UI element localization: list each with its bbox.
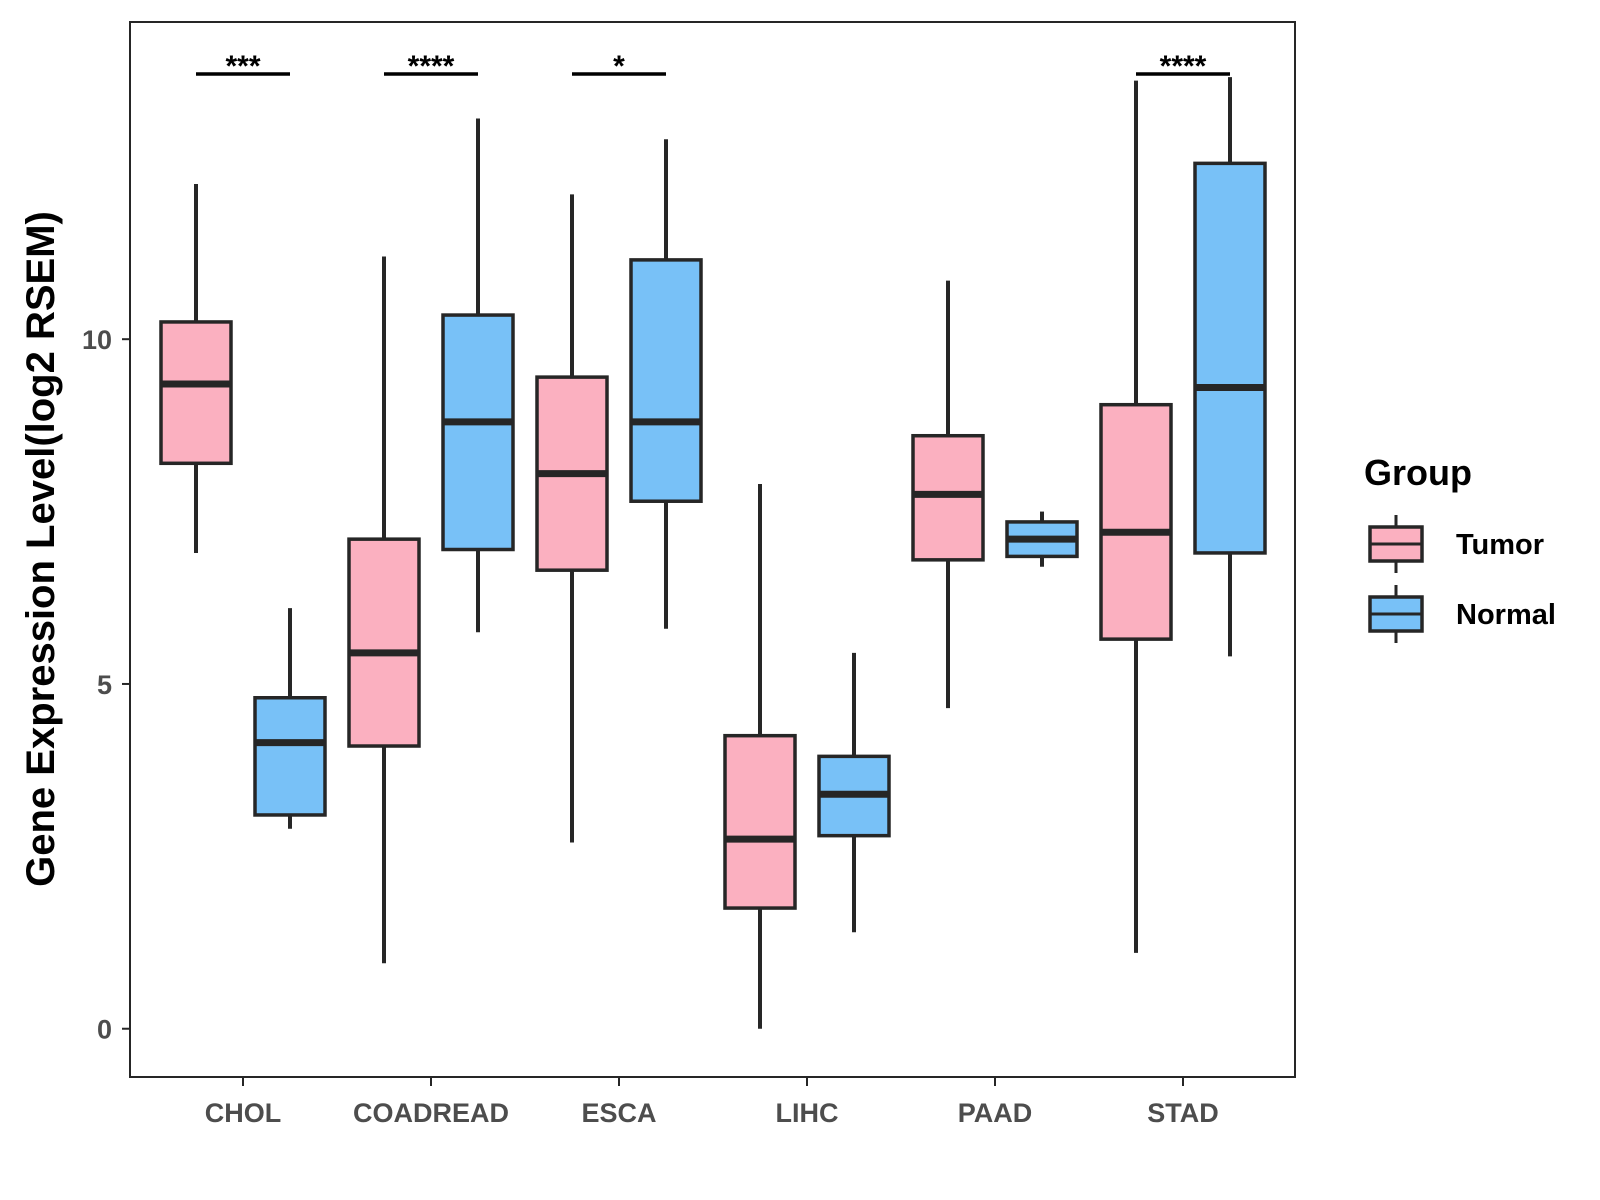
legend-label-normal: Normal <box>1456 599 1556 631</box>
y-tick-label-0: 0 <box>97 1015 112 1045</box>
x-tick-label-paad: PAAD <box>958 1098 1033 1128</box>
y-axis-title: Gene Expression Level(log2 RSEM) <box>19 211 63 887</box>
box-body-stad-normal <box>1193 161 1267 555</box>
x-tick-label-chol: CHOL <box>205 1098 282 1128</box>
y-tick-label-10: 10 <box>82 325 112 355</box>
box-stad-normal <box>1193 77 1267 657</box>
legend-entry-normal: Normal <box>1368 585 1556 643</box>
y-axis: 0 5 10 <box>82 325 130 1045</box>
legend-entries: Tumor Normal <box>1368 515 1556 643</box>
y-tick-label-5: 5 <box>97 670 112 700</box>
significance-label-chol: *** <box>225 50 260 83</box>
significance-layer: *** **** * **** <box>196 50 1230 83</box>
significance-label-coadread: **** <box>408 50 455 83</box>
box-body-esca-normal <box>629 258 703 503</box>
boxes-layer <box>159 77 1267 1029</box>
legend: Group Tumor Normal <box>1364 452 1556 643</box>
legend-title: Group <box>1364 452 1472 493</box>
box-stad-tumor <box>1099 80 1173 953</box>
x-tick-label-lihc: LIHC <box>776 1098 839 1128</box>
box-body-lihc-tumor <box>723 733 797 910</box>
box-coadread-tumor <box>347 256 421 964</box>
legend-entry-tumor: Tumor <box>1368 515 1544 573</box>
box-lihc-normal <box>817 652 891 933</box>
x-tick-label-coadread: COADREAD <box>353 1098 509 1128</box>
box-body-chol-normal <box>253 696 327 817</box>
box-body-coadread-normal <box>441 313 515 552</box>
x-tick-label-stad: STAD <box>1147 1098 1219 1128</box>
box-body-chol-tumor <box>159 320 233 466</box>
box-body-coadread-tumor <box>347 537 421 748</box>
box-paad-tumor <box>911 280 985 709</box>
box-chol-normal <box>253 608 327 829</box>
box-chol-tumor <box>159 184 233 553</box>
box-paad-normal <box>1005 511 1079 567</box>
box-esca-normal <box>629 139 703 629</box>
x-axis: CHOL COADREAD ESCA LIHC PAAD STAD <box>205 1077 1219 1128</box>
box-coadread-normal <box>441 118 515 633</box>
x-tick-label-esca: ESCA <box>581 1098 656 1128</box>
box-lihc-tumor <box>723 483 797 1029</box>
significance-label-esca: * <box>613 50 625 83</box>
significance-label-stad: **** <box>1160 50 1207 83</box>
box-esca-tumor <box>535 194 609 843</box>
box-body-stad-tumor <box>1099 402 1173 641</box>
legend-label-tumor: Tumor <box>1456 529 1544 561</box>
